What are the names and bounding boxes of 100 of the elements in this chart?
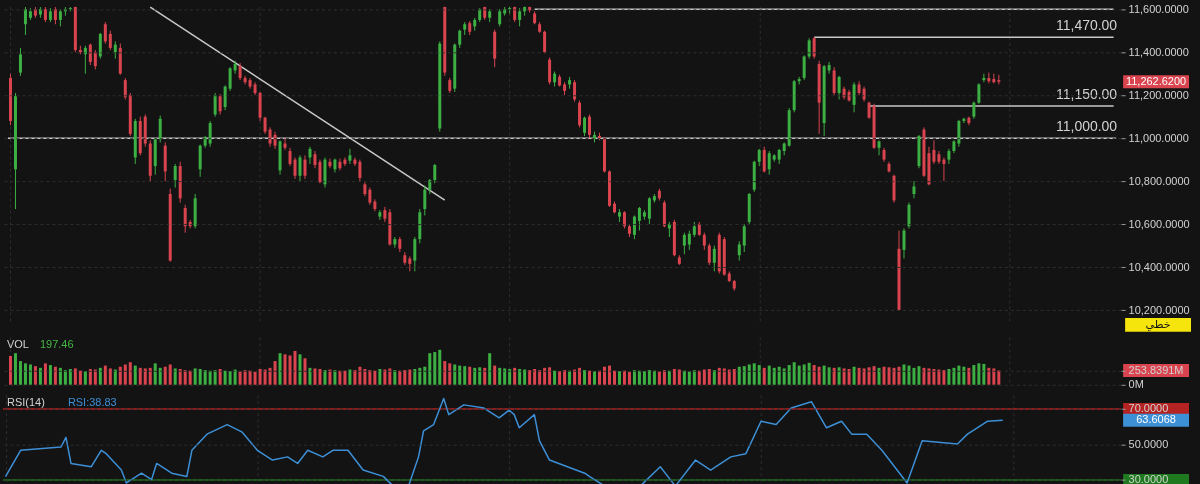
bar — [403, 370, 407, 385]
candlestick — [932, 139, 936, 165]
candlestick — [288, 147, 292, 167]
candlestick — [832, 66, 836, 96]
bar — [847, 368, 851, 385]
bar — [508, 368, 512, 385]
candlestick — [827, 61, 831, 75]
bar — [143, 368, 147, 385]
bar — [687, 371, 691, 385]
bar — [68, 368, 72, 385]
bar — [598, 370, 601, 385]
bar — [473, 367, 477, 385]
candlestick — [647, 196, 651, 225]
bar — [677, 369, 681, 385]
bar — [88, 368, 92, 385]
bar — [238, 371, 242, 385]
bar — [982, 363, 986, 385]
bar — [573, 369, 577, 385]
candlestick — [208, 120, 212, 148]
candlestick — [712, 245, 716, 272]
candlestick — [233, 60, 237, 75]
bar — [23, 363, 27, 385]
bar — [98, 367, 102, 385]
bar — [8, 356, 12, 385]
bar — [772, 367, 776, 385]
bar — [987, 367, 991, 385]
bar — [877, 367, 881, 385]
bar — [458, 365, 462, 385]
bar — [428, 353, 432, 385]
candlestick — [303, 154, 307, 180]
candlestick — [907, 202, 911, 229]
bar — [268, 367, 272, 385]
bar — [742, 366, 746, 385]
bar — [418, 367, 422, 385]
series-label: 11,470.00 — [1056, 17, 1118, 34]
bar — [343, 370, 347, 385]
y-tick-label: 11,200.0000 — [1128, 88, 1189, 101]
bar — [263, 369, 267, 385]
bar — [637, 370, 641, 385]
bar — [273, 361, 277, 385]
candlestick — [223, 84, 227, 111]
bar — [568, 370, 572, 385]
bar — [692, 370, 696, 385]
bar — [657, 371, 661, 385]
bar — [777, 366, 781, 385]
bar — [722, 368, 726, 385]
candlestick — [912, 180, 916, 199]
bar — [308, 367, 312, 385]
candlestick — [18, 47, 22, 77]
bar — [208, 370, 212, 385]
candlestick — [812, 36, 816, 60]
bar — [198, 368, 202, 385]
bar — [348, 369, 352, 385]
bar — [588, 370, 592, 385]
bar — [303, 358, 307, 385]
candlestick — [213, 92, 217, 118]
candlestick — [228, 66, 232, 92]
bar — [797, 365, 801, 385]
bar — [293, 350, 297, 385]
bar — [363, 368, 367, 385]
bar — [902, 364, 906, 385]
bar — [538, 370, 542, 385]
bar — [213, 370, 217, 385]
bar — [667, 370, 671, 385]
bar — [118, 366, 122, 385]
bar — [258, 368, 262, 385]
bar — [108, 368, 112, 385]
bar — [972, 365, 976, 385]
y-tick-label: 11,000.0000 — [1128, 131, 1189, 144]
bar — [83, 371, 87, 385]
candlestick — [158, 115, 162, 143]
bar — [218, 368, 222, 385]
bar — [38, 367, 42, 385]
y-tick-label: 30.0000 — [1128, 473, 1169, 484]
candlestick — [942, 156, 946, 182]
candlestick — [328, 158, 332, 169]
bar — [338, 370, 342, 385]
bar — [907, 365, 911, 385]
bar — [138, 367, 142, 385]
bar — [103, 365, 107, 385]
bar — [323, 370, 327, 385]
bar — [173, 368, 177, 385]
candlestick — [802, 54, 806, 81]
candlestick — [23, 6, 27, 36]
ref-line-label: 11,000.00 — [1056, 118, 1118, 135]
bar — [278, 353, 282, 385]
bar — [717, 367, 721, 385]
bar — [288, 355, 292, 385]
bar — [233, 369, 237, 385]
bar — [488, 353, 492, 385]
bar — [558, 371, 562, 385]
bar — [353, 370, 357, 385]
bar — [168, 364, 172, 385]
bar — [712, 370, 716, 385]
bar — [622, 370, 626, 385]
bar — [468, 366, 472, 385]
bar — [857, 367, 861, 385]
bar — [188, 370, 192, 385]
candlestick — [123, 77, 127, 100]
bar — [498, 367, 502, 385]
